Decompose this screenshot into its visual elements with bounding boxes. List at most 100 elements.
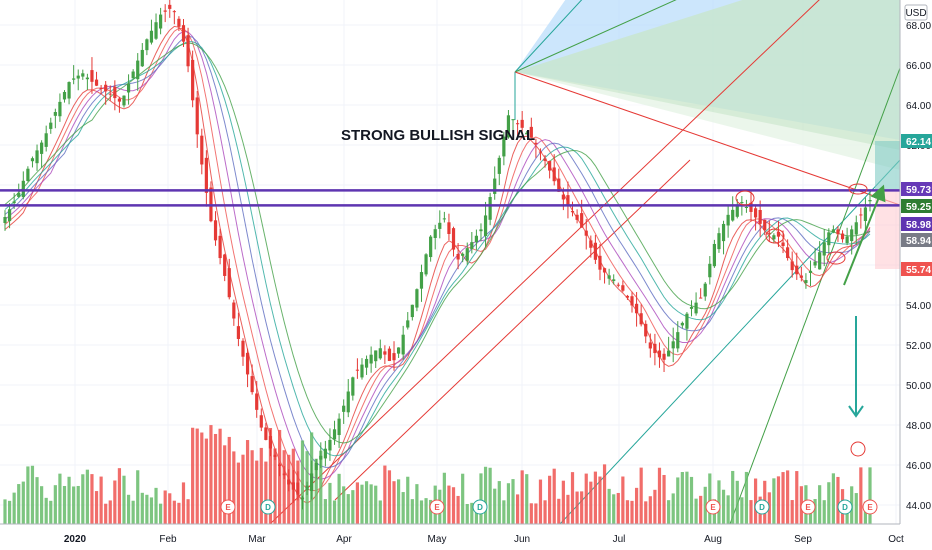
candle-body xyxy=(53,112,57,116)
volume-bar xyxy=(268,427,273,524)
volume-bar xyxy=(117,468,122,524)
event-marker xyxy=(754,499,770,515)
volume-bar xyxy=(859,467,863,524)
volume-bar xyxy=(776,476,781,524)
volume-bar xyxy=(108,500,112,524)
volume-bar xyxy=(735,480,739,524)
candle-body xyxy=(419,272,424,289)
candle-body xyxy=(529,126,533,138)
volume-bar xyxy=(589,481,593,524)
candle-body xyxy=(410,304,414,318)
candle-body xyxy=(241,340,245,357)
price-tick-label: 48.00 xyxy=(906,421,931,432)
volume-bar xyxy=(415,484,419,524)
candle-body xyxy=(424,254,428,275)
volume-bar xyxy=(104,503,108,524)
volume-bar xyxy=(689,476,694,524)
candle-body xyxy=(406,320,410,328)
candle-body xyxy=(314,462,318,471)
volume-bar xyxy=(607,488,611,524)
candle-body xyxy=(689,306,694,309)
candle-body xyxy=(360,364,364,378)
candle-body xyxy=(781,242,785,246)
candle-body xyxy=(776,231,781,237)
candle-body xyxy=(840,233,845,240)
candle-body xyxy=(58,101,62,117)
candle-body xyxy=(177,18,181,27)
candle-body xyxy=(300,497,305,500)
trend-arrows xyxy=(843,184,886,418)
volume-bar xyxy=(529,503,533,524)
month-tick-label: Aug xyxy=(704,534,722,545)
candle-body xyxy=(273,454,277,457)
volume-bar xyxy=(346,494,350,524)
candle-body xyxy=(99,87,103,89)
volume-bar xyxy=(49,500,53,524)
volume-bar xyxy=(30,465,35,524)
candle-body xyxy=(287,479,291,485)
candle-body xyxy=(378,348,382,359)
month-tick-label: Apr xyxy=(336,534,352,545)
volume-bar xyxy=(126,494,131,524)
candle-body xyxy=(721,223,726,242)
ma-line xyxy=(4,30,871,480)
volume-bar xyxy=(53,485,57,524)
volume-bar xyxy=(479,473,483,524)
candle-body xyxy=(657,350,662,358)
candle-body xyxy=(731,209,735,221)
volume-bar xyxy=(474,503,479,524)
candle-body xyxy=(818,252,822,270)
candle-body xyxy=(868,200,872,202)
volume-bar xyxy=(644,501,648,524)
volume-bar xyxy=(561,480,565,524)
volume-bar xyxy=(122,475,126,524)
volume-bar xyxy=(392,481,396,524)
volume-bar xyxy=(506,483,511,524)
candle-body xyxy=(557,178,561,192)
volume-bar xyxy=(410,499,414,524)
volume-bar xyxy=(429,499,433,524)
volume-bar xyxy=(502,500,506,524)
volume-bar xyxy=(314,458,318,524)
volume-bar xyxy=(332,500,337,524)
ma-line xyxy=(4,27,871,492)
candle-body xyxy=(538,151,543,153)
candle-body xyxy=(67,82,71,99)
candle-body xyxy=(461,253,465,256)
candle-body xyxy=(717,233,721,250)
volume-bar xyxy=(85,469,89,524)
month-tick-label: Jul xyxy=(613,534,626,545)
volume-bar xyxy=(264,461,268,524)
volume-bar xyxy=(831,473,835,524)
candle-body xyxy=(804,280,808,284)
volume-bar xyxy=(140,492,144,524)
candle-body xyxy=(827,232,831,246)
candle-body xyxy=(667,350,671,357)
candle-body xyxy=(255,393,259,410)
volume-bar xyxy=(868,467,872,524)
price-tick-label: 64.00 xyxy=(906,101,931,112)
candle-body xyxy=(136,60,140,80)
volume-bar xyxy=(442,472,446,524)
volume-bar xyxy=(483,466,488,524)
volume-bar xyxy=(200,432,204,524)
volume-bar xyxy=(612,494,616,524)
volume-bar xyxy=(836,476,840,524)
candle-body xyxy=(264,427,268,440)
candle-body xyxy=(625,295,630,298)
candle-body xyxy=(168,4,172,9)
candle-body xyxy=(483,215,488,237)
volume-bar xyxy=(401,492,405,524)
candle-body xyxy=(493,178,497,194)
candle-body xyxy=(735,204,739,217)
candle-body xyxy=(831,229,835,233)
volume-bar xyxy=(634,487,639,524)
candle-body xyxy=(204,157,208,193)
fib-channel-drawing xyxy=(269,0,900,524)
volume-bar xyxy=(113,480,117,524)
highlight-circles xyxy=(735,183,868,457)
volume-bar xyxy=(255,460,259,524)
candle-body xyxy=(772,235,776,240)
candle-body xyxy=(607,275,611,279)
volume-bar xyxy=(543,500,547,524)
